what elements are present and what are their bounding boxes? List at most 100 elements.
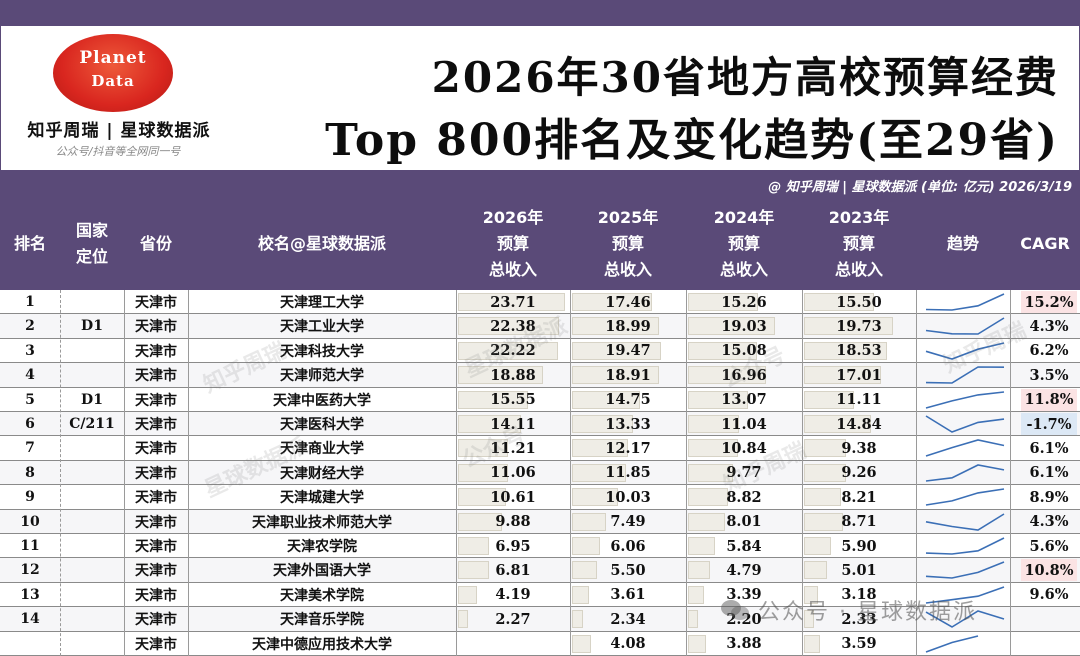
value-bar (688, 488, 729, 507)
rank-cell: 12 (20, 562, 40, 579)
cagr-cell: 6.1% (1029, 439, 1069, 457)
grid-line (802, 290, 803, 656)
trend-line (925, 415, 1005, 433)
value-bar (458, 561, 489, 580)
value-bar (804, 512, 844, 531)
value-bar (572, 561, 598, 580)
value-v2025: 18.99 (605, 317, 651, 335)
top-band (0, 0, 1080, 26)
value-v2024: 15.08 (721, 342, 767, 360)
trend-line (925, 512, 1005, 531)
value-v2024: 3.88 (726, 635, 762, 653)
value-v2023: 19.73 (836, 317, 882, 335)
grid-line (456, 290, 457, 656)
table-row: 10 天津市 天津职业技术师范大学 9.88 7.49 8.01 8.71 4.3% (0, 509, 1080, 534)
header-2026-line2: 预算 (496, 234, 529, 253)
school-cell: 天津城建大学 (280, 490, 364, 507)
table-body: 1 天津市 天津理工大学 23.71 17.46 15.26 15.50 15.2% 2 D1 天津… (0, 290, 1080, 656)
province-cell: 天津市 (135, 417, 177, 433)
rank-cell: 10 (20, 513, 40, 530)
table-row: 5 D1 天津市 天津中医药大学 15.55 14.75 13.07 11.11 11.8% (0, 387, 1080, 412)
info-band: @ 知乎周瑞 | 星球数据派 (单位: 亿元) 2026/3/19 (0, 170, 1080, 198)
school-cell: 天津外国语大学 (273, 563, 371, 580)
trend-line (925, 537, 1005, 555)
logo-line1: Planet (79, 48, 147, 68)
value-bar (688, 561, 710, 580)
grid-line (188, 290, 189, 656)
header-2023-line3: 总收入 (834, 260, 883, 279)
value-bar (572, 317, 660, 336)
value-v2024: 13.07 (721, 391, 767, 409)
rank-cell: 5 (25, 391, 35, 408)
cagr-cell: 6.1% (1029, 464, 1069, 482)
value-v2026: 23.71 (490, 293, 536, 311)
table-row: 11 天津市 天津农学院 6.95 6.06 5.84 5.90 5.6% (0, 534, 1080, 559)
value-v2026: 4.19 (495, 586, 531, 604)
cagr-cell: 8.9% (1029, 488, 1069, 506)
national-cell (60, 632, 124, 656)
value-bar (688, 634, 706, 653)
value-bar (804, 585, 819, 604)
header-2024-line1: 2024年 (713, 208, 775, 227)
header-2024-line2: 预算 (727, 234, 760, 253)
grid-line (686, 290, 687, 656)
value-v2024: 16.96 (721, 366, 767, 384)
value-v2023: 5.90 (841, 537, 877, 555)
value-v2024: 8.01 (726, 513, 762, 531)
value-bar (572, 610, 583, 629)
grid-line (570, 290, 571, 656)
school-cell: 天津中德应用技术大学 (252, 636, 392, 653)
cagr-cell: 4.3% (1029, 317, 1069, 335)
header-2023-line2: 预算 (842, 234, 875, 253)
school-cell: 天津医科大学 (280, 417, 364, 433)
value-v2024: 8.82 (726, 488, 762, 506)
cagr-cell: 11.8% (1021, 388, 1077, 411)
province-cell: 天津市 (135, 539, 177, 555)
header-2025: 2025年 预算 总收入 (570, 198, 686, 290)
rank-cell: 4 (25, 367, 35, 384)
header-2025-line1: 2025年 (597, 208, 659, 227)
header-school: 校名@星球数据派 (257, 234, 386, 253)
national-cell (60, 339, 124, 363)
value-bar (804, 463, 846, 482)
value-bar (688, 585, 704, 604)
trend-sparkline (925, 610, 1005, 629)
national-cell (60, 534, 124, 558)
trend-sparkline (925, 293, 1005, 311)
province-cell: 天津市 (135, 636, 177, 653)
value-v2025: 5.50 (610, 561, 646, 579)
value-v2026: 14.11 (490, 415, 536, 433)
value-bar (572, 463, 627, 482)
school-cell: 天津财经大学 (280, 465, 364, 482)
wechat-icon (721, 600, 749, 620)
table-row: 8 天津市 天津财经大学 11.06 11.85 9.77 9.26 6.1% (0, 460, 1080, 486)
value-bar (688, 463, 733, 482)
value-v2023: 18.53 (836, 342, 882, 360)
value-bar (458, 610, 469, 629)
value-bar (458, 390, 528, 409)
grid-line (60, 290, 61, 656)
value-v2023: 11.11 (836, 391, 882, 409)
trend-sparkline (925, 586, 1005, 604)
value-bar (804, 293, 874, 311)
value-bar (458, 341, 558, 360)
trend-line (925, 317, 1005, 336)
value-bar (804, 317, 893, 336)
value-v2023: 9.26 (841, 464, 877, 482)
trend-line (925, 610, 1005, 629)
value-bar (572, 537, 600, 555)
trend-sparkline (925, 439, 1005, 458)
school-cell: 天津美术学院 (280, 587, 364, 604)
trend-line (925, 463, 1005, 482)
value-v2025: 12.17 (605, 439, 651, 457)
trend-sparkline (925, 366, 1005, 384)
cagr-cell: 5.6% (1029, 537, 1069, 555)
value-v2023: 14.84 (836, 415, 882, 433)
value-v2025: 7.49 (610, 513, 646, 531)
info-line: @ 知乎周瑞 | 星球数据派 (单位: 亿元) 2026/3/19 (768, 180, 1072, 195)
province-cell: 天津市 (135, 465, 177, 482)
rank-cell: 3 (25, 342, 35, 359)
value-v2026: 18.88 (490, 366, 536, 384)
trend-line (925, 366, 1005, 384)
